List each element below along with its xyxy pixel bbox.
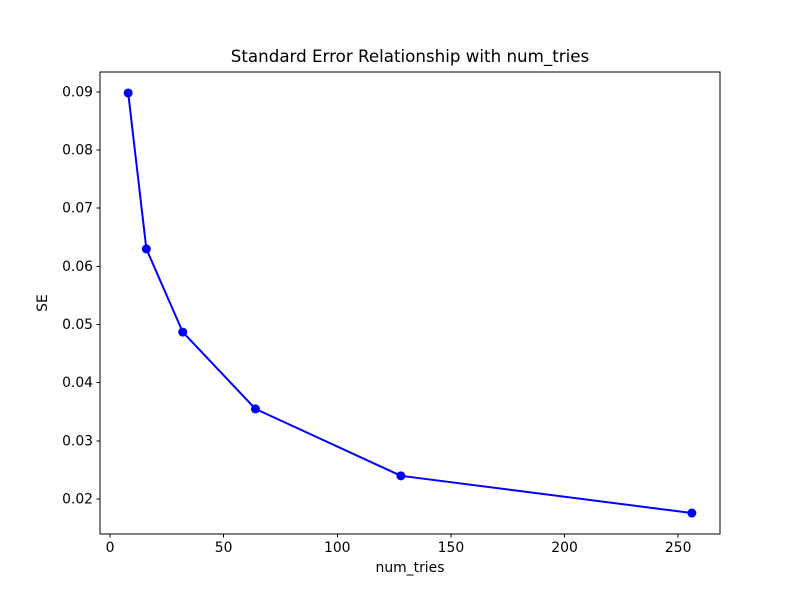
y-tick-label: 0.07 [62,201,93,217]
x-axis-ticks: 0 50 100 150 200 250 [106,534,692,556]
series-group [123,88,697,518]
x-tick-label: 150 [438,540,465,556]
y-tick-label: 0.02 [62,492,93,508]
y-tick-label: 0.09 [62,84,93,100]
y-tick-label: 0.06 [62,259,93,275]
y-axis-ticks: 0.02 0.03 0.04 0.05 0.06 0.07 0.08 0.09 [62,84,100,508]
y-tick-label: 0.08 [62,142,93,158]
series-line [127,91,693,515]
x-tick-label: 50 [215,540,233,556]
plot-background [100,72,720,534]
data-point [141,244,151,254]
data-point [123,88,133,98]
plot-border [99,71,721,535]
y-axis-label: SE [35,294,51,312]
data-point [396,471,406,481]
x-axis-label: num_tries [376,560,445,576]
x-tick-label: 200 [551,540,578,556]
y-tick-label: 0.05 [62,317,93,333]
x-tick-label: 100 [324,540,351,556]
data-point [687,508,697,518]
y-tick-label: 0.04 [62,375,93,391]
data-point [178,327,188,337]
x-tick-label: 0 [106,540,115,556]
y-tick-label: 0.03 [62,433,93,449]
x-tick-label: 250 [665,540,692,556]
chart-title: Standard Error Relationship with num_tri… [231,46,589,67]
data-point [250,404,260,414]
